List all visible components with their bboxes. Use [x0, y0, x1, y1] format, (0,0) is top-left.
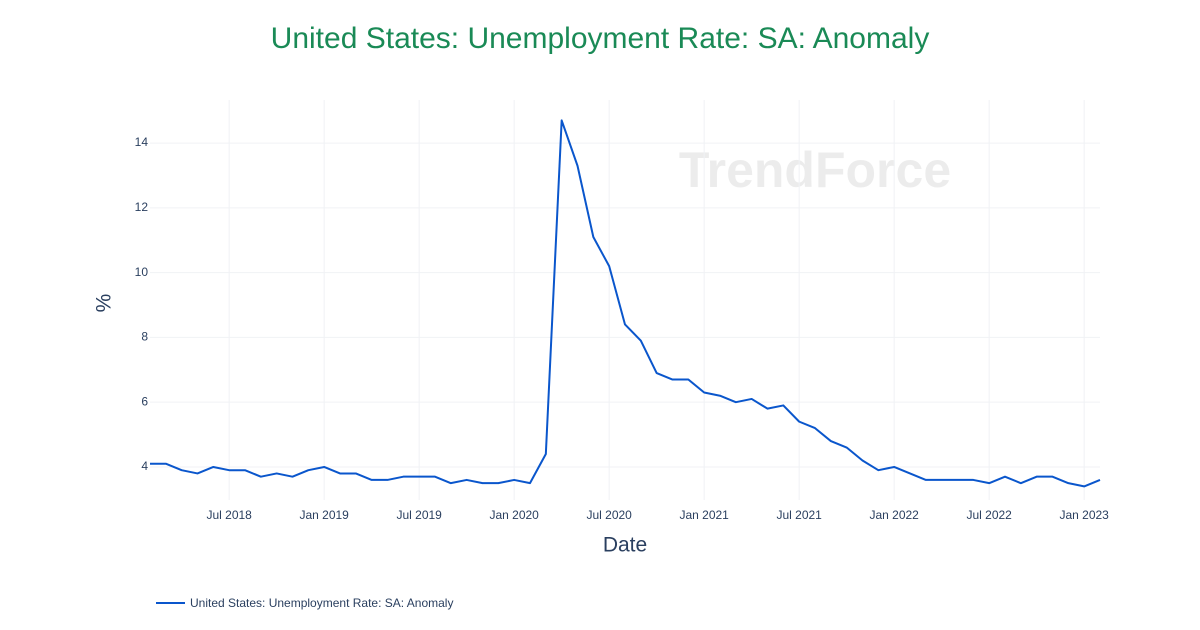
- y-tick-label: 12: [135, 200, 149, 214]
- plot: [150, 119, 1101, 488]
- data-line: [150, 119, 1101, 488]
- x-tick-label: Jul 2021: [776, 508, 822, 522]
- y-axis-title: %: [93, 294, 116, 313]
- x-tick-label: Jan 2023: [1059, 508, 1109, 522]
- grid: [150, 100, 1100, 500]
- y-tick-label: 6: [141, 394, 148, 408]
- y-tick-label: 8: [141, 330, 148, 344]
- x-tick-label: Jul 2019: [396, 508, 442, 522]
- y-tick-label: 4: [141, 459, 148, 473]
- x-tick-label: Jul 2020: [586, 508, 632, 522]
- x-tick-label: Jul 2018: [206, 508, 252, 522]
- x-tick-label: Jan 2022: [869, 508, 919, 522]
- x-axis-title: Date: [603, 534, 647, 557]
- chart-title: United States: Unemployment Rate: SA: An…: [271, 22, 930, 55]
- x-tick-label: Jan 2019: [299, 508, 349, 522]
- y-tick-label: 10: [135, 265, 149, 279]
- x-tick-label: Jan 2021: [679, 508, 729, 522]
- x-tick-label: Jan 2020: [489, 508, 539, 522]
- y-tick-label: 14: [135, 135, 149, 149]
- watermark: TrendForce: [679, 142, 951, 198]
- legend-label: United States: Unemployment Rate: SA: An…: [190, 596, 453, 610]
- x-tick-label: Jul 2022: [966, 508, 1012, 522]
